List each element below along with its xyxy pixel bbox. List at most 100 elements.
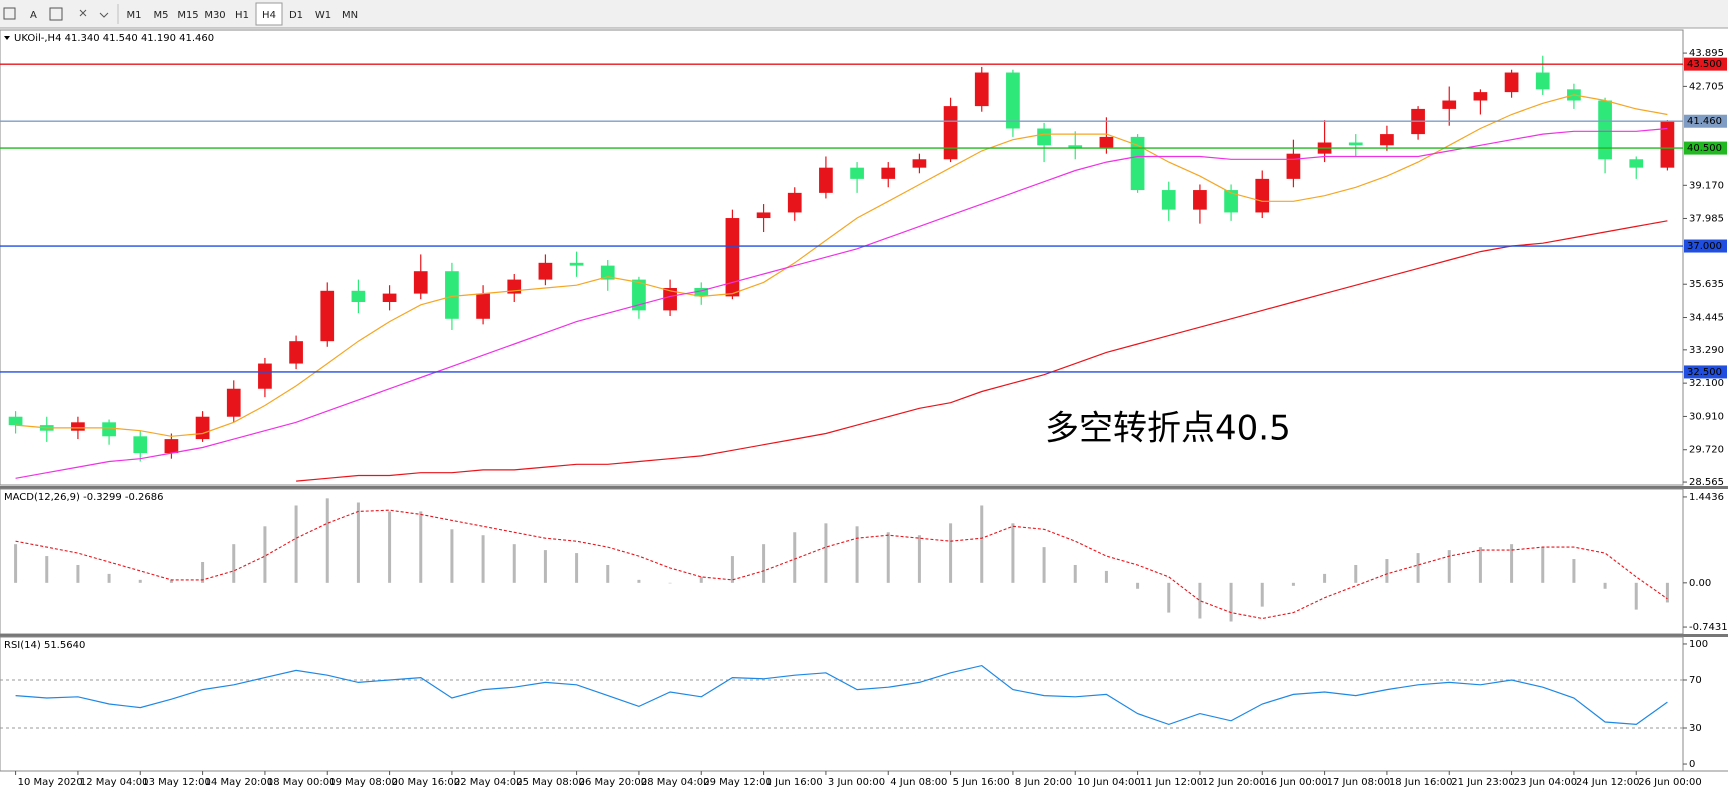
x-tick-label: 1 Jun 16:00 <box>766 777 823 788</box>
macd-bar <box>1510 544 1514 583</box>
timeframe-button[interactable]: MN <box>342 10 358 21</box>
candle-body <box>632 279 646 311</box>
candle-body <box>943 106 958 160</box>
macd-bar <box>294 505 298 583</box>
candle-body <box>1473 92 1488 101</box>
x-tick-label: 26 May 20:00 <box>579 777 648 788</box>
timeframe-button[interactable]: D1 <box>289 10 303 21</box>
timeframe-button[interactable]: W1 <box>315 10 331 21</box>
macd-bar <box>232 544 236 583</box>
x-tick-label: 17 Jun 08:00 <box>1327 777 1391 788</box>
candle-body <box>1535 72 1550 90</box>
y-tick-label: 43.895 <box>1689 48 1724 59</box>
timeframe-button[interactable]: M30 <box>204 10 225 21</box>
macd-bar <box>1665 582 1669 603</box>
macd-bar <box>45 556 49 583</box>
candle-body <box>1193 190 1207 210</box>
candle-body <box>1255 178 1270 213</box>
macd-bar <box>169 579 173 583</box>
candle-body <box>663 288 677 311</box>
x-tick-label: 19 May 08:00 <box>329 777 398 788</box>
macd-bar <box>450 529 454 583</box>
macd-bar <box>793 532 797 583</box>
macd-bar <box>1073 564 1077 583</box>
annotation: 多空转折点40.5 <box>1045 409 1291 449</box>
level-label: 41.460 <box>1687 116 1722 127</box>
level-label: 43.500 <box>1687 59 1722 70</box>
macd-bar <box>1385 559 1389 583</box>
y-tick-label: 28.565 <box>1689 477 1724 488</box>
level-label-box <box>1684 365 1727 379</box>
candle-body <box>476 293 490 319</box>
level-label-box <box>1684 114 1727 128</box>
macd-bar <box>980 505 984 583</box>
candle-body <box>1598 100 1612 160</box>
x-tick-label: 8 Jun 20:00 <box>1015 777 1072 788</box>
candle-body <box>102 422 116 437</box>
level-label-box <box>1684 57 1727 71</box>
macd-bar <box>1323 573 1327 583</box>
candle-body <box>1629 159 1644 168</box>
macd-bar <box>1011 523 1015 583</box>
macd-bar <box>419 511 423 583</box>
y-tick-label: 100 <box>1689 639 1708 650</box>
y-tick-label: 0 <box>1689 759 1695 770</box>
candle-body <box>351 290 366 302</box>
x-tick-label: 10 May 2020 <box>18 777 83 788</box>
y-tick-label: 39.170 <box>1689 180 1724 191</box>
timeframe-button[interactable]: M1 <box>127 10 142 21</box>
timeframe-button[interactable]: M15 <box>177 10 198 21</box>
candle-body <box>445 271 459 319</box>
x-tick-label: 13 May 12:00 <box>142 777 211 788</box>
candle-body <box>258 363 272 389</box>
timeframe-button[interactable]: M5 <box>154 10 169 21</box>
macd-bar <box>1354 564 1358 583</box>
text-tool[interactable]: A <box>30 10 37 21</box>
shapes-tool[interactable] <box>79 9 109 18</box>
candle-body <box>1380 134 1394 146</box>
dropdown-marker[interactable] <box>4 36 10 40</box>
candle-body <box>538 262 553 280</box>
macd-bar <box>1042 547 1046 583</box>
candle-body <box>912 159 927 168</box>
macd-bar <box>1104 570 1108 583</box>
x-tick-label: 29 May 12:00 <box>703 777 772 788</box>
macd-bar <box>201 562 205 583</box>
y-tick-label: 1.4436 <box>1689 492 1724 503</box>
y-tick-label: 30.910 <box>1689 411 1724 422</box>
candle-body <box>725 218 740 297</box>
x-tick-label: 5 Jun 16:00 <box>953 777 1010 788</box>
candle-body <box>569 262 584 266</box>
x-tick-label: 25 May 08:00 <box>516 777 585 788</box>
y-tick-label: 0.00 <box>1689 578 1711 589</box>
macd-bar <box>1167 582 1171 613</box>
macd-bar <box>325 498 329 583</box>
macd-bar <box>730 556 734 583</box>
x-tick-label: 10 Jun 04:00 <box>1077 777 1141 788</box>
macd-bar <box>512 544 516 583</box>
candle-body <box>8 416 23 426</box>
y-tick-label: 33.290 <box>1689 345 1724 356</box>
macd-bar <box>762 544 766 583</box>
macd-bar <box>824 523 828 583</box>
crosshair-icon[interactable] <box>3 7 16 20</box>
x-tick-label: 20 May 16:00 <box>392 777 461 788</box>
timeframe-bar: M1 M5 M15 M30 H1 H4 D1 W1 MN <box>127 2 358 26</box>
candle-body <box>787 192 802 213</box>
timeframe-button[interactable]: H4 <box>262 10 276 21</box>
macd-title: MACD(12,26,9) -0.3299 -0.2686 <box>4 492 164 503</box>
label-tool[interactable] <box>49 7 63 21</box>
candle-body <box>974 72 989 107</box>
y-tick-label: 30 <box>1689 723 1702 734</box>
candle-body <box>1006 72 1020 129</box>
moving-average <box>15 127 1668 479</box>
tool-icons: A <box>3 4 119 24</box>
candle-body <box>1504 72 1519 93</box>
x-tick-label: 22 May 04:00 <box>454 777 523 788</box>
level-label: 40.500 <box>1687 143 1722 154</box>
x-tick-label: 14 May 20:00 <box>205 777 274 788</box>
macd-bar <box>1260 582 1264 607</box>
macd-bar <box>543 550 547 583</box>
timeframe-button[interactable]: H1 <box>235 10 249 21</box>
